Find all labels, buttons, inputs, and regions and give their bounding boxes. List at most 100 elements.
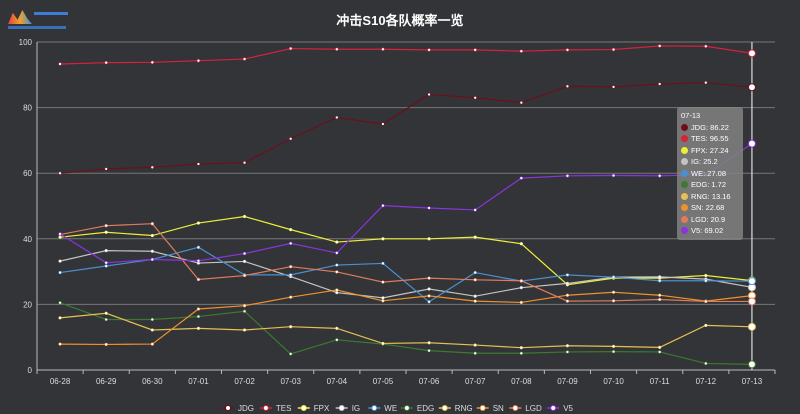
data-point[interactable] [335,326,339,330]
data-point[interactable] [658,82,662,86]
data-point[interactable] [58,232,62,236]
data-point[interactable] [611,344,616,349]
data-point[interactable] [565,273,570,277]
data-point[interactable] [242,304,247,308]
data-point[interactable] [289,46,293,51]
data-point[interactable] [519,300,523,305]
legend-item[interactable]: LGD [509,404,542,413]
data-point[interactable] [704,361,708,366]
data-point[interactable] [242,309,247,313]
data-point[interactable] [381,204,385,208]
data-point[interactable] [565,350,570,354]
data-point[interactable] [473,343,477,347]
data-point[interactable] [704,44,708,48]
data-point[interactable] [427,237,431,241]
data-point[interactable] [611,299,616,303]
data-point[interactable] [289,227,293,232]
data-point[interactable] [150,342,154,346]
data-point[interactable] [427,276,431,280]
legend-item[interactable]: IG [335,404,360,413]
data-point[interactable] [427,294,431,298]
data-point[interactable] [427,348,431,353]
data-point[interactable] [565,48,570,52]
data-point[interactable] [519,49,523,53]
data-point[interactable] [196,59,201,63]
data-point[interactable] [519,286,523,290]
data-point[interactable] [658,279,662,283]
data-point[interactable] [747,139,756,148]
data-point[interactable] [658,345,662,350]
data-point[interactable] [242,259,247,264]
data-point[interactable] [565,174,570,178]
data-point[interactable] [658,350,662,354]
data-point[interactable] [335,251,339,255]
legend-item[interactable]: SN [476,404,504,413]
data-point[interactable] [242,161,247,165]
data-point[interactable] [289,295,293,299]
data-point[interactable] [611,349,616,354]
data-point[interactable] [381,299,385,303]
data-point[interactable] [150,233,154,238]
data-point[interactable] [335,240,339,244]
data-point[interactable] [381,296,385,300]
data-point[interactable] [565,84,570,88]
data-point[interactable] [473,278,477,282]
data-point[interactable] [196,314,201,319]
legend-item[interactable]: WE [368,404,397,413]
data-point[interactable] [704,273,708,278]
data-point[interactable] [150,249,154,253]
data-point[interactable] [196,277,201,282]
data-point[interactable] [565,293,570,297]
data-point[interactable] [704,279,708,283]
data-point[interactable] [658,44,662,48]
data-point[interactable] [565,344,570,348]
data-point[interactable] [242,57,247,61]
data-point[interactable] [381,341,385,346]
data-point[interactable] [196,326,201,330]
data-point[interactable] [196,307,201,311]
data-point[interactable] [427,287,431,291]
data-point[interactable] [104,230,108,234]
data-point[interactable] [611,85,616,89]
data-point[interactable] [473,96,477,100]
data-point[interactable] [150,60,154,64]
data-point[interactable] [58,62,62,66]
data-point[interactable] [473,235,477,239]
data-point[interactable] [335,270,339,274]
data-point[interactable] [289,241,293,246]
data-point[interactable] [658,275,662,279]
data-point[interactable] [104,311,108,315]
data-point[interactable] [381,122,385,126]
data-point[interactable] [381,280,385,284]
data-point[interactable] [427,92,431,97]
data-point[interactable] [704,81,708,85]
data-point[interactable] [150,328,154,332]
data-point[interactable] [58,270,62,275]
data-point[interactable] [104,224,108,228]
data-point[interactable] [747,322,756,331]
data-point[interactable] [58,259,62,263]
data-point[interactable] [335,338,339,342]
data-point[interactable] [473,48,477,52]
data-point[interactable] [611,47,616,52]
data-point[interactable] [519,242,523,246]
data-point[interactable] [658,297,662,302]
data-point[interactable] [58,171,62,175]
data-point[interactable] [519,279,523,283]
data-point[interactable] [242,251,247,256]
data-point[interactable] [104,342,108,347]
legend-item[interactable]: EDG [400,404,434,413]
data-point[interactable] [427,48,431,52]
data-point[interactable] [704,299,708,304]
data-point[interactable] [473,294,477,298]
data-point[interactable] [150,165,154,169]
data-point[interactable] [427,206,431,210]
data-point[interactable] [381,261,385,266]
data-point[interactable] [747,297,756,306]
data-point[interactable] [58,316,62,320]
data-point[interactable] [289,273,293,277]
data-point[interactable] [473,270,477,275]
data-point[interactable] [196,221,201,225]
data-point[interactable] [381,237,385,241]
